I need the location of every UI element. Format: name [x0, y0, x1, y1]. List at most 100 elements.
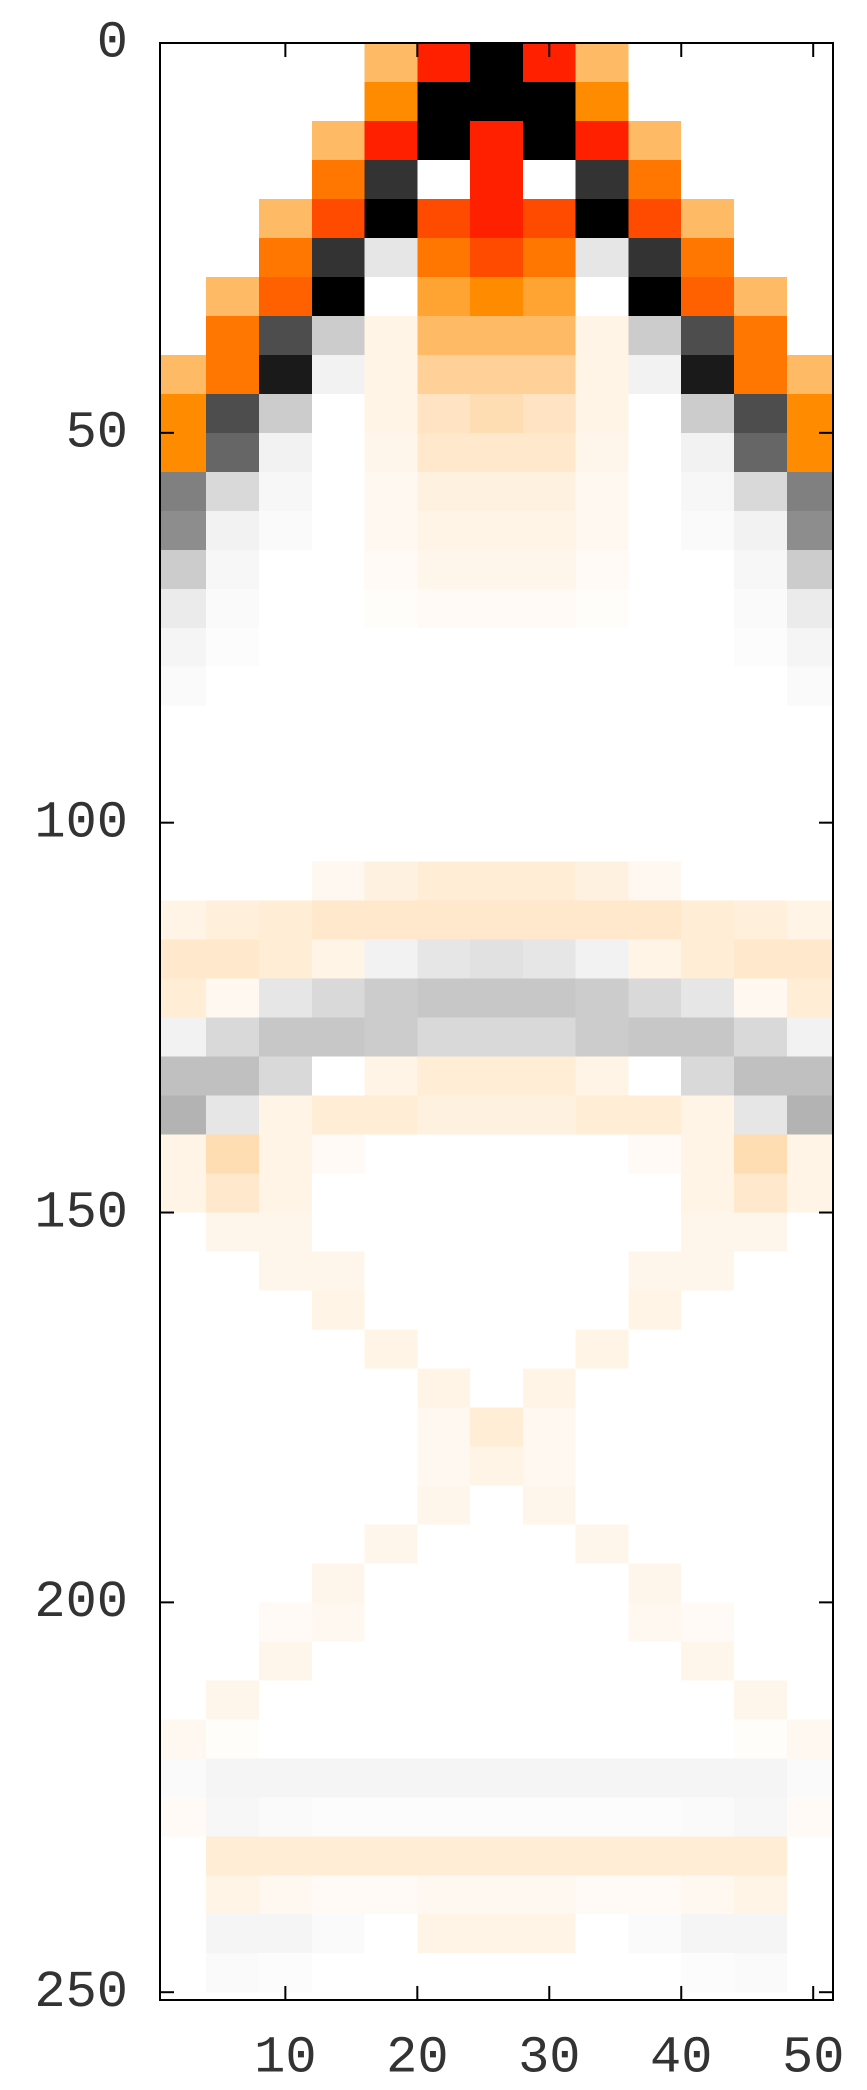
heatmap-cell: [206, 1252, 259, 1291]
y-tick-label: 200: [34, 1573, 128, 1632]
heatmap-cell: [365, 82, 418, 121]
heatmap-cell: [523, 1836, 576, 1875]
heatmap-cell: [734, 160, 787, 199]
heatmap-cell: [365, 1407, 418, 1446]
heatmap-cell: [206, 940, 259, 979]
heatmap-cell: [470, 394, 523, 433]
heatmap-cell: [365, 550, 418, 589]
heatmap-cell: [734, 706, 787, 745]
heatmap-cell: [365, 1290, 418, 1329]
heatmap-cell: [734, 199, 787, 238]
heatmap-cell: [417, 1213, 470, 1252]
heatmap-cell: [259, 1602, 312, 1641]
heatmap-cell: [206, 1524, 259, 1563]
heatmap-cell: [312, 472, 365, 511]
heatmap-cell: [365, 1329, 418, 1368]
heatmap-cell: [259, 1329, 312, 1368]
heatmap-cell: [470, 43, 523, 82]
heatmap-cell: [153, 238, 206, 277]
heatmap-cell: [417, 979, 470, 1018]
heatmap-cell: [681, 1018, 734, 1057]
heatmap-cell: [312, 706, 365, 745]
heatmap-cell: [417, 394, 470, 433]
heatmap-cell: [206, 199, 259, 238]
heatmap-cell: [628, 433, 681, 472]
heatmap-cell: [681, 238, 734, 277]
heatmap-cell: [153, 121, 206, 160]
heatmap-cell: [206, 433, 259, 472]
heatmap-cell: [681, 277, 734, 316]
heatmap-cell: [734, 1407, 787, 1446]
heatmap-cell: [628, 472, 681, 511]
heatmap-cell: [365, 1174, 418, 1213]
heatmap-cell: [312, 355, 365, 394]
heatmap-cell: [365, 667, 418, 706]
heatmap-cell: [259, 901, 312, 940]
heatmap-cell: [206, 121, 259, 160]
heatmap-cell: [576, 511, 629, 550]
heatmap-cell: [259, 1018, 312, 1057]
heatmap-cell: [470, 472, 523, 511]
heatmap-cell: [576, 160, 629, 199]
heatmap-cell: [312, 745, 365, 784]
heatmap-cell: [259, 1252, 312, 1291]
heatmap-cell: [259, 1057, 312, 1096]
heatmap-cell: [153, 667, 206, 706]
heatmap-cell: [312, 1719, 365, 1758]
heatmap-cell: [259, 1680, 312, 1719]
heatmap-cell: [153, 1719, 206, 1758]
heatmap-cell: [312, 823, 365, 862]
heatmap-cell: [153, 511, 206, 550]
heatmap-cell: [312, 1174, 365, 1213]
heatmap-cell: [417, 1407, 470, 1446]
heatmap-cell: [628, 1641, 681, 1680]
heatmap-cell: [576, 1836, 629, 1875]
heatmap-cell: [523, 1096, 576, 1135]
heatmap-cell: [523, 1057, 576, 1096]
heatmap-cell: [417, 1446, 470, 1485]
heatmap-cell: [259, 862, 312, 901]
heatmap-cell: [417, 1174, 470, 1213]
heatmap-cell: [734, 940, 787, 979]
heatmap-cell: [628, 1290, 681, 1329]
y-tick-label: 250: [34, 1963, 128, 2022]
heatmap-cell: [153, 706, 206, 745]
heatmap-cell: [153, 1329, 206, 1368]
heatmap-cell: [417, 1719, 470, 1758]
heatmap-cell: [576, 1135, 629, 1174]
heatmap-cell: [417, 43, 470, 82]
heatmap-cell: [628, 238, 681, 277]
heatmap-cell: [523, 1446, 576, 1485]
heatmap-cell: [365, 1875, 418, 1914]
heatmap-cell: [523, 1368, 576, 1407]
heatmap-cell: [681, 1213, 734, 1252]
heatmap-cell: [312, 1368, 365, 1407]
heatmap-cell: [365, 511, 418, 550]
heatmap-cell: [523, 277, 576, 316]
heatmap-cell: [681, 979, 734, 1018]
heatmap-cell: [259, 433, 312, 472]
heatmap-cell: [470, 1641, 523, 1680]
heatmap-cell: [681, 1563, 734, 1602]
heatmap-cell: [681, 355, 734, 394]
heatmap-cell: [681, 1836, 734, 1875]
heatmap-cell: [628, 1018, 681, 1057]
heatmap-cell: [681, 1446, 734, 1485]
heatmap-cell: [681, 316, 734, 355]
heatmap-cell: [365, 1914, 418, 1953]
heatmap-cell: [365, 433, 418, 472]
heatmap-cell: [681, 745, 734, 784]
heatmap-cell: [365, 199, 418, 238]
heatmap-cell: [365, 1602, 418, 1641]
heatmap-cell: [734, 1213, 787, 1252]
heatmap-cell: [259, 1096, 312, 1135]
heatmap-cell: [417, 1485, 470, 1524]
heatmap-cell: [734, 589, 787, 628]
heatmap-cell: [365, 1252, 418, 1291]
heatmap-cell: [734, 1018, 787, 1057]
heatmap-cell: [734, 511, 787, 550]
heatmap-cell: [206, 1914, 259, 1953]
heatmap-cell: [523, 433, 576, 472]
heatmap-cell: [734, 667, 787, 706]
heatmap-cell: [470, 433, 523, 472]
